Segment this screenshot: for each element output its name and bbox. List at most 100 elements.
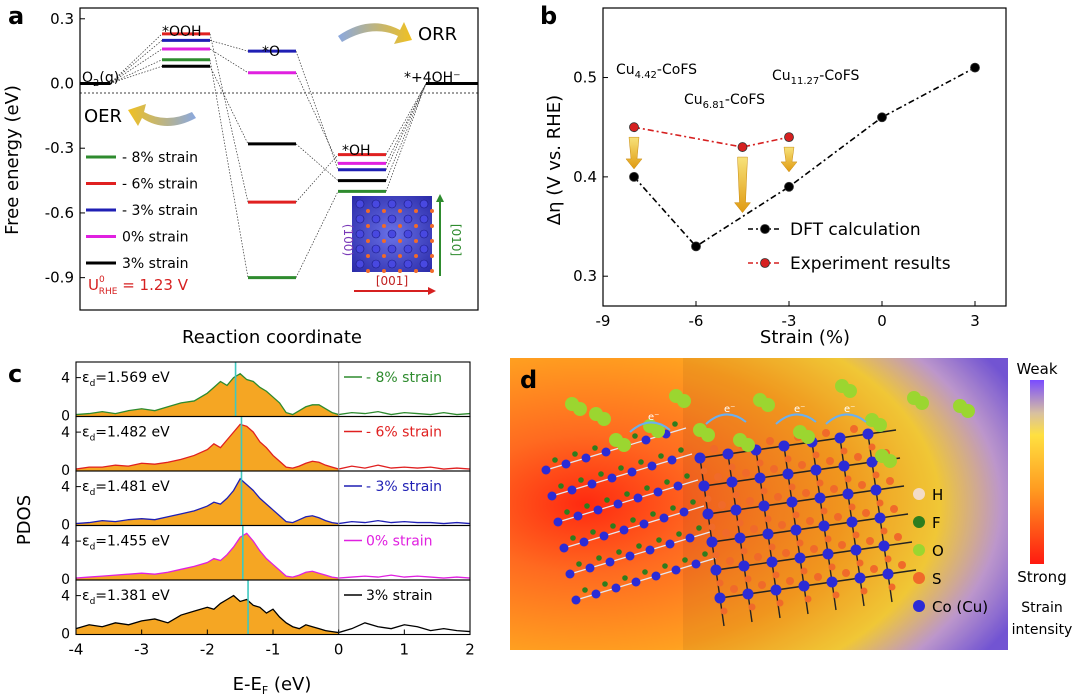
atom-co	[766, 556, 778, 568]
inset-atom-s	[382, 224, 386, 228]
inset-label-100: (100)	[341, 224, 355, 256]
inset-atom	[419, 229, 429, 239]
inset-atom	[387, 229, 397, 239]
colorbar-top-label: Weak	[1016, 360, 1057, 378]
inset-atom	[355, 199, 365, 209]
atom-co	[541, 465, 551, 475]
colorbar-caption-line2: intensity	[1012, 622, 1073, 638]
panel-b-drop-arrows	[625, 136, 798, 214]
atom-co	[627, 467, 637, 477]
panel-a-legend: - 8% strain - 6% strain - 3% strain 0% stra…	[86, 150, 198, 272]
atom-co	[790, 524, 802, 536]
b-xtick-label: -3	[782, 312, 797, 330]
panel-a-letter: a	[8, 2, 24, 30]
c-xtick-label: -3	[134, 641, 149, 659]
atom-s	[772, 571, 780, 579]
atom-co	[798, 580, 810, 592]
orr-label: ORR	[418, 24, 457, 45]
orr-arrow-icon	[338, 22, 412, 44]
atom-f	[552, 457, 558, 463]
atom-co	[561, 459, 571, 469]
panel-b-axes: -9 -6 -3 0 3 0.3 0.4 0.5	[573, 69, 980, 330]
connector-6-strain	[385, 83, 427, 155]
electron-label: e⁻	[648, 412, 659, 423]
atom-co	[818, 520, 830, 532]
atom-s	[886, 477, 894, 485]
inset-label-001: [001]	[376, 274, 408, 288]
pdos-ytick-label: 4	[61, 534, 70, 550]
pdos-fill-6-strain	[76, 424, 339, 471]
panel-b-legend: DFT calculation Experiment results	[748, 220, 951, 274]
legend-label-3-strain: 3% strain	[122, 256, 189, 272]
connector-8-strain	[295, 191, 339, 278]
b-xtick-label: -9	[596, 312, 611, 330]
atom-s	[894, 533, 902, 541]
atom-s	[750, 525, 758, 533]
atom-s	[858, 481, 866, 489]
pdos-curve-3-strain	[75, 594, 471, 634]
dband-center-label: εd=1.569 eV	[82, 370, 170, 389]
panel-a-energy-levels	[80, 32, 478, 280]
atom-co	[671, 565, 681, 575]
pdos-legend-label: 3% strain	[366, 588, 433, 604]
atom-co	[722, 448, 734, 460]
atom-co	[814, 492, 826, 504]
panel-a-xlabel: Reaction coordinate	[182, 327, 362, 348]
atom-s	[788, 483, 796, 491]
atom-f	[644, 485, 650, 491]
crystal-structure-illustration	[541, 421, 917, 627]
c-xtick-label: 1	[400, 641, 410, 659]
atom-co	[587, 479, 597, 489]
atom-s	[782, 549, 790, 557]
atom-co	[694, 452, 706, 464]
a-ytick-label: 0.3	[50, 10, 74, 28]
inset-atom-s	[414, 224, 418, 228]
legend-swatch-f	[913, 516, 925, 528]
atom-f	[650, 511, 656, 517]
pdos-ytick-label: 4	[61, 589, 70, 605]
atom-s	[834, 513, 842, 521]
inset-atom-s	[430, 269, 434, 273]
atom-s	[866, 537, 874, 545]
atom-s	[890, 505, 898, 513]
series-6-strain	[162, 32, 386, 204]
oxygen-atom	[761, 398, 775, 412]
inset-atom	[371, 259, 381, 269]
connector-8-strain	[385, 83, 427, 192]
a-ytick-label: -0.6	[45, 204, 74, 222]
panel-c-xlabel: E-EF (eV)	[233, 674, 312, 696]
oer-arrow-icon	[128, 104, 196, 126]
oxygen-atom	[801, 430, 815, 444]
atom-s	[868, 443, 876, 451]
electron-label: e⁻	[724, 404, 735, 415]
state-label-oh: *OH	[342, 143, 371, 159]
panel-c-ylabel: PDOS	[14, 495, 35, 545]
inset-atom	[355, 214, 365, 224]
atom-s	[898, 561, 906, 569]
atom-s	[798, 461, 806, 469]
atom-co	[631, 577, 641, 587]
atom-s	[710, 445, 718, 453]
atom-co	[754, 472, 766, 484]
point-dft-calculation	[970, 62, 980, 73]
atom-s	[722, 529, 730, 537]
u-rhe-label: U0 RHE = 1.23 V	[88, 275, 189, 297]
atom-f	[684, 473, 690, 479]
atom-s	[822, 429, 830, 437]
atom-s	[876, 499, 884, 507]
atom-co	[633, 493, 643, 503]
atom-f	[658, 453, 664, 459]
crystal-inset: (100) [001] [010]	[341, 194, 463, 295]
pdos-panel-0-strain: 4 0 εd=1.455 eV 0% strain	[61, 524, 471, 588]
electron-arrow-icon	[705, 413, 747, 425]
oxygen-atom	[883, 454, 897, 468]
atom-co	[862, 428, 874, 440]
c-xtick-label: -2	[200, 641, 215, 659]
inset-atom	[371, 229, 381, 239]
atom-co	[593, 505, 603, 515]
atom-s	[820, 507, 828, 515]
b-ytick-label: 0.5	[573, 69, 597, 87]
atom-co	[605, 557, 615, 567]
oxygen-atom	[873, 418, 887, 432]
